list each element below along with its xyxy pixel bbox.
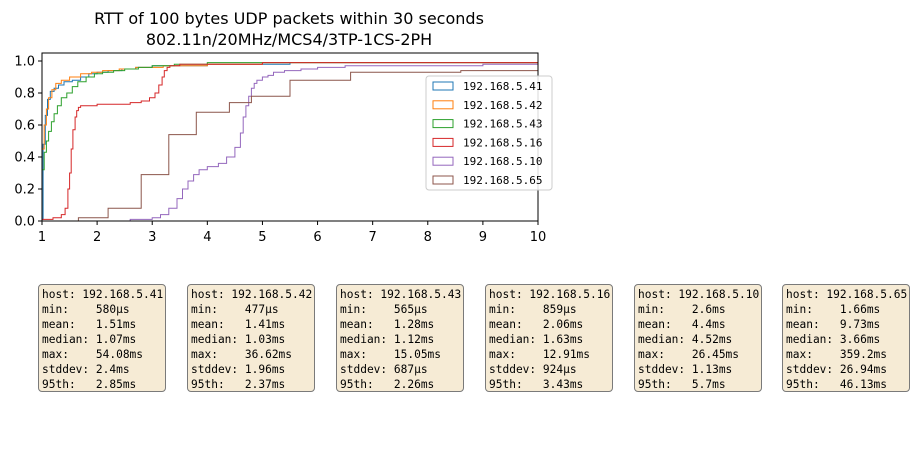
stats-line: stddev: 924µs bbox=[489, 363, 577, 376]
stats-line: host: 192.168.5.43 bbox=[340, 288, 462, 301]
legend-swatch bbox=[432, 175, 454, 185]
stats-line: mean: 9.73ms bbox=[786, 318, 881, 331]
legend-label: 192.168.5.65 bbox=[463, 174, 542, 187]
stats-line: min: 565µs bbox=[340, 303, 428, 316]
stats-line: 95th: 2.26ms bbox=[340, 378, 435, 391]
y-tick-label: 0.0 bbox=[14, 215, 35, 230]
x-tick-label: 9 bbox=[479, 230, 487, 245]
series-line-192.168.5.16 bbox=[42, 61, 538, 220]
series-line-192.168.5.43 bbox=[42, 61, 538, 220]
x-tick-label: 3 bbox=[148, 230, 156, 245]
stats-box: host: 192.168.5.43 min: 565µs mean: 1.28ms… bbox=[336, 284, 464, 392]
y-tick-label: 0.8 bbox=[14, 87, 35, 102]
stats-line: median: 1.03ms bbox=[191, 333, 286, 346]
stats-line: 95th: 3.43ms bbox=[489, 378, 584, 391]
stats-line: stddev: 2.4ms bbox=[42, 363, 130, 376]
stats-box: host: 192.168.5.42 min: 477µs mean: 1.41ms… bbox=[187, 284, 315, 392]
stats-line: min: 477µs bbox=[191, 303, 279, 316]
x-tick-label: 10 bbox=[530, 230, 547, 245]
stats-line: stddev: 26.94ms bbox=[786, 363, 888, 376]
series-line-192.168.5.10 bbox=[129, 63, 538, 221]
stats-line: 95th: 2.37ms bbox=[191, 378, 286, 391]
y-tick-label: 0.4 bbox=[14, 151, 35, 166]
x-tick-label: 2 bbox=[93, 230, 101, 245]
x-tick-label: 8 bbox=[424, 230, 432, 245]
y-tick-label: 0.2 bbox=[14, 183, 35, 198]
stats-line: max: 15.05ms bbox=[340, 348, 442, 361]
stats-box: host: 192.168.5.65 min: 1.66ms mean: 9.73m… bbox=[782, 284, 910, 392]
stats-line: stddev: 687µs bbox=[340, 363, 428, 376]
x-tick-label: 5 bbox=[258, 230, 266, 245]
legend-label: 192.168.5.41 bbox=[463, 80, 542, 93]
stats-line: median: 1.12ms bbox=[340, 333, 435, 346]
stats-line: host: 192.168.5.42 bbox=[191, 288, 313, 301]
stats-line: median: 3.66ms bbox=[786, 333, 881, 346]
stats-line: stddev: 1.96ms bbox=[191, 363, 286, 376]
stats-line: host: 192.168.5.65 bbox=[786, 288, 908, 301]
legend-label: 192.168.5.43 bbox=[463, 118, 542, 131]
stats-line: host: 192.168.5.41 bbox=[42, 288, 164, 301]
stats-line: median: 4.52ms bbox=[638, 333, 733, 346]
stats-line: mean: 1.41ms bbox=[191, 318, 286, 331]
stats-box: host: 192.168.5.10 min: 2.6ms mean: 4.4ms m… bbox=[634, 284, 762, 392]
legend-swatch bbox=[432, 81, 454, 91]
legend-label: 192.168.5.42 bbox=[463, 99, 542, 112]
stats-line: min: 859µs bbox=[489, 303, 577, 316]
stats-line: stddev: 1.13ms bbox=[638, 363, 733, 376]
stats-line: host: 192.168.5.10 bbox=[638, 288, 760, 301]
stats-line: median: 1.63ms bbox=[489, 333, 584, 346]
legend-swatch bbox=[432, 119, 454, 129]
stats-line: mean: 4.4ms bbox=[638, 318, 726, 331]
chart-subtitle: 802.11n/20MHz/MCS4/3TP-1CS-2PH bbox=[146, 30, 432, 49]
x-tick-label: 1 bbox=[38, 230, 46, 245]
series-line-192.168.5.42 bbox=[42, 62, 538, 220]
stats-line: 95th: 46.13ms bbox=[786, 378, 888, 391]
stats-line: min: 580µs bbox=[42, 303, 130, 316]
x-tick-label: 4 bbox=[203, 230, 211, 245]
stats-line: min: 2.6ms bbox=[638, 303, 726, 316]
stats-line: max: 36.62ms bbox=[191, 348, 293, 361]
stats-line: mean: 1.51ms bbox=[42, 318, 137, 331]
stats-line: max: 12.91ms bbox=[489, 348, 591, 361]
plot-area bbox=[42, 61, 538, 221]
legend-frame bbox=[425, 75, 553, 191]
legend: 192.168.5.41 192.168.5.42 192.168.5.43 192.… bbox=[425, 75, 553, 191]
stats-line: 95th: 2.85ms bbox=[42, 378, 137, 391]
x-axis: 1 2 3 4 5 6 7 8 9 10 bbox=[38, 221, 546, 245]
stats-box: host: 192.168.5.16 min: 859µs mean: 2.06ms… bbox=[485, 284, 613, 392]
stats-line: mean: 1.28ms bbox=[340, 318, 435, 331]
legend-label: 192.168.5.10 bbox=[463, 155, 542, 168]
stats-line: max: 54.08ms bbox=[42, 348, 144, 361]
stats-box: host: 192.168.5.41 min: 580µs mean: 1.51ms… bbox=[38, 284, 166, 392]
stats-line: 95th: 5.7ms bbox=[638, 378, 726, 391]
x-tick-label: 6 bbox=[313, 230, 321, 245]
stats-line: median: 1.07ms bbox=[42, 333, 137, 346]
y-axis: 0.0 0.2 0.4 0.6 0.8 1.0 bbox=[14, 55, 42, 230]
legend-label: 192.168.5.16 bbox=[463, 136, 542, 149]
stats-line: min: 1.66ms bbox=[786, 303, 881, 316]
chart-title: RTT of 100 bytes UDP packets within 30 s… bbox=[94, 9, 484, 28]
stats-line: max: 26.45ms bbox=[638, 348, 740, 361]
series-line-192.168.5.65 bbox=[77, 70, 538, 221]
stats-line: mean: 2.06ms bbox=[489, 318, 584, 331]
x-tick-label: 7 bbox=[369, 230, 377, 245]
y-tick-label: 0.6 bbox=[14, 119, 35, 134]
stats-line: host: 192.168.5.16 bbox=[489, 288, 611, 301]
legend-swatch bbox=[432, 100, 454, 110]
y-tick-label: 1.0 bbox=[14, 55, 35, 70]
legend-swatch bbox=[432, 137, 454, 147]
stats-line: max: 359.2ms bbox=[786, 348, 888, 361]
legend-swatch bbox=[432, 156, 454, 166]
